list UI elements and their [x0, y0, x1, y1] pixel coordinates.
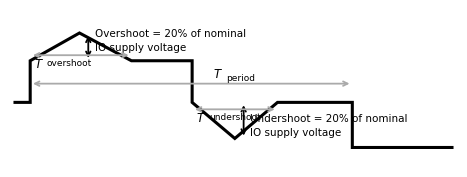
Text: Undershoot = 20% of nominal
IO supply voltage: Undershoot = 20% of nominal IO supply vo… [250, 114, 408, 138]
Text: overshoot: overshoot [47, 59, 92, 68]
Text: T: T [35, 58, 42, 71]
Text: period: period [226, 74, 255, 83]
Text: undershoot: undershoot [209, 113, 261, 122]
Text: T: T [213, 68, 220, 81]
Text: Overshoot = 20% of nominal
IO supply voltage: Overshoot = 20% of nominal IO supply vol… [95, 29, 246, 53]
Text: T: T [197, 112, 204, 125]
